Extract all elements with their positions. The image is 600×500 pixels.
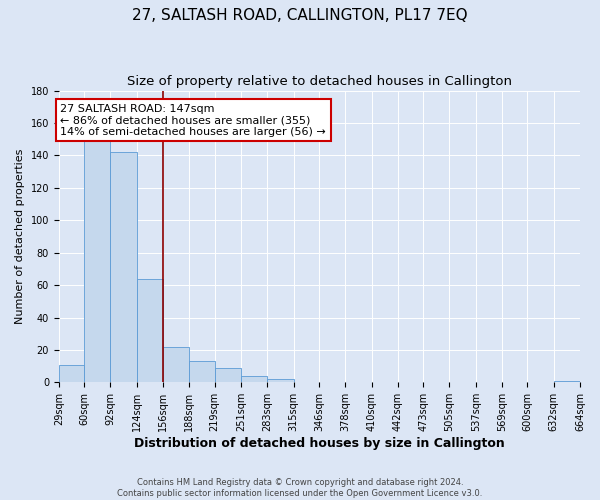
Bar (241, 376, 267, 382)
Bar (554, 380, 580, 382)
Title: Size of property relative to detached houses in Callington: Size of property relative to detached ho… (127, 75, 512, 88)
Bar (267, 379, 293, 382)
Text: Contains HM Land Registry data © Crown copyright and database right 2024.
Contai: Contains HM Land Registry data © Crown c… (118, 478, 482, 498)
X-axis label: Distribution of detached houses by size in Callington: Distribution of detached houses by size … (134, 437, 505, 450)
Bar (137, 278, 163, 382)
Bar (163, 346, 189, 382)
Bar (189, 362, 215, 382)
Bar (215, 368, 241, 382)
Bar (84, 139, 110, 382)
Text: 27, SALTASH ROAD, CALLINGTON, PL17 7EQ: 27, SALTASH ROAD, CALLINGTON, PL17 7EQ (132, 8, 468, 22)
Y-axis label: Number of detached properties: Number of detached properties (15, 149, 25, 324)
Bar (59, 364, 84, 382)
Text: 27 SALTASH ROAD: 147sqm
← 86% of detached houses are smaller (355)
14% of semi-d: 27 SALTASH ROAD: 147sqm ← 86% of detache… (61, 104, 326, 136)
Bar (110, 152, 137, 382)
